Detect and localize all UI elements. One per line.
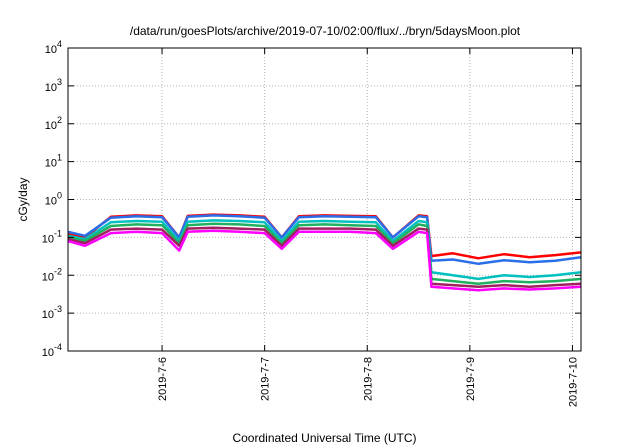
series-line-5 xyxy=(67,226,582,288)
x-tick-label: 2019-7-10 xyxy=(567,357,579,407)
series-layer xyxy=(67,213,582,292)
y-tick-label: 10-3 xyxy=(42,304,62,321)
y-tick-label: 102 xyxy=(45,115,62,132)
x-tick-label: 2019-7-8 xyxy=(362,357,374,401)
x-tick-label: 2019-7-7 xyxy=(260,357,272,401)
x-tick-label: 2019-7-9 xyxy=(465,357,477,401)
y-axis-title: cGy/day xyxy=(16,177,30,221)
y-tick-label: 101 xyxy=(45,153,62,170)
y-tick-label: 10-2 xyxy=(42,266,62,283)
series-line-3 xyxy=(67,219,582,281)
y-tick-label: 10-4 xyxy=(42,342,62,359)
gridlines xyxy=(68,48,581,351)
y-tick-label: 104 xyxy=(45,39,62,56)
series-line-2 xyxy=(67,214,582,266)
y-tick-label: 103 xyxy=(45,77,62,94)
y-axis: 10-4 10-3 10-2 10-1 100 101 102 103 104 xyxy=(42,39,581,359)
y-tick-label: 100 xyxy=(45,191,62,208)
y-tick-label: 10-1 xyxy=(42,228,62,245)
series-line-4 xyxy=(67,222,582,285)
series-line-6 xyxy=(67,229,582,292)
x-axis-title: Coordinated Universal Time (UTC) xyxy=(232,431,416,445)
x-axis: 2019-7-6 2019-7-7 2019-7-8 2019-7-9 2019-7-1… xyxy=(157,48,579,407)
x-tick-label: 2019-7-6 xyxy=(157,357,169,401)
chart-title: /data/run/goesPlots/archive/2019-07-10/0… xyxy=(130,24,521,38)
